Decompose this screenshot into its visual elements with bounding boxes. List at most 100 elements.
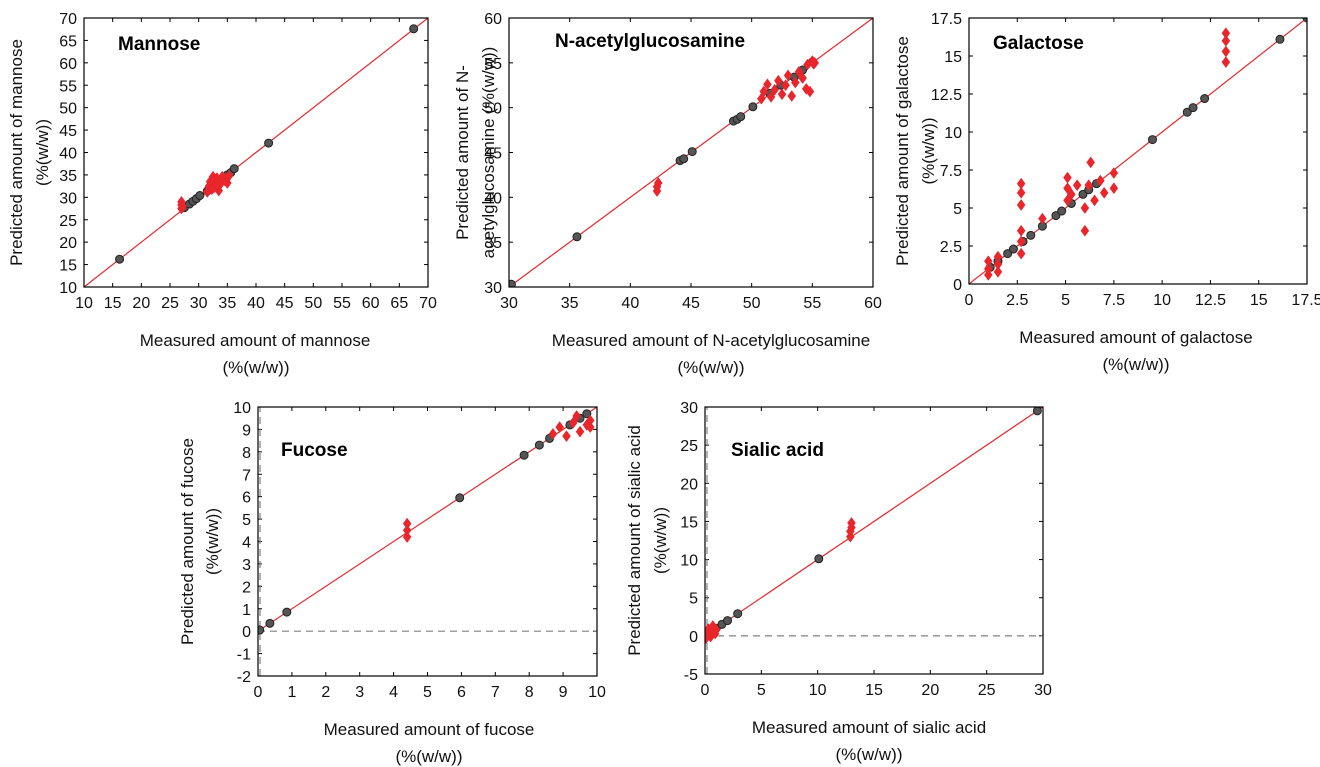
measured-point: [1057, 206, 1067, 216]
predicted-point: [1084, 179, 1094, 192]
measured-point: [814, 554, 824, 564]
predicted-point: [548, 427, 558, 440]
y-tick-label: 10: [233, 400, 251, 417]
measured-point: [1182, 107, 1192, 117]
y-tick-label: 0: [953, 277, 962, 294]
x-tick-label: 0: [254, 684, 263, 701]
predicted-point: [653, 177, 663, 189]
x-tick-label: 7.5: [1103, 292, 1125, 309]
measured-point: [258, 625, 265, 635]
panel-title: Galactose: [993, 33, 1084, 54]
y-tick-label: 3: [242, 557, 251, 574]
x-tick-label: 9: [559, 684, 568, 701]
predicted-point: [1221, 27, 1231, 40]
predicted-point: [575, 425, 585, 438]
y-axis-label: Predicted amount of galactose: [893, 36, 912, 266]
y-tick-label: 40: [484, 190, 502, 207]
predicted-point: [1109, 182, 1119, 195]
x-axis-unit: (%(w/w)): [222, 358, 289, 377]
y-tick-label: 4: [242, 535, 251, 552]
y-axis-label: Predicted amount of mannose: [7, 39, 26, 266]
y-tick-label: 45: [484, 146, 502, 163]
plot-area: [509, 18, 873, 287]
x-tick-label: 40: [247, 295, 265, 312]
y-tick-label: 30: [680, 400, 698, 417]
y-tick-label: 1: [242, 602, 251, 619]
predicted-point: [402, 531, 412, 543]
y-tick-label: 50: [59, 101, 77, 118]
y-tick-label: 8: [242, 445, 251, 462]
predicted-point: [1080, 202, 1090, 214]
measured-point: [519, 450, 529, 460]
predicted-point: [770, 83, 780, 96]
predicted-point: [984, 255, 993, 268]
x-tick-label: 6: [457, 684, 466, 701]
identity-line: [84, 18, 428, 287]
x-tick-label: 20: [132, 295, 150, 312]
predicted-point: [1086, 156, 1095, 169]
plot-area: [705, 407, 1043, 674]
x-tick-label: 45: [682, 295, 700, 312]
measured-point: [1032, 407, 1042, 416]
predicted-point: [562, 430, 571, 443]
chart-panel-2: 30 35 40 45 50 55 60 30 35 40 45 50 55 60 N-acetylgluc…: [453, 11, 882, 377]
plot-frame: [704, 406, 1044, 675]
predicted-point: [402, 517, 412, 530]
x-tick-label: 55: [803, 295, 821, 312]
predicted-point: [208, 170, 218, 183]
predicted-point: [1016, 186, 1026, 199]
predicted-point: [791, 76, 800, 89]
predicted-point: [787, 90, 797, 102]
x-tick-label: 15: [865, 682, 883, 699]
y-tick-label: 30: [484, 280, 502, 297]
y-tick-label: 65: [59, 33, 77, 50]
y-tick-label: 6: [242, 490, 251, 507]
x-tick-label: 10: [809, 682, 827, 699]
measured-point: [1026, 230, 1036, 240]
y-axis-unit: (%(w/w)): [33, 119, 52, 186]
chart-panel-1: 10 15 20 25 30 35 40 45 50 55 60 65 70 10 15 20 25 30 35 40…: [7, 11, 437, 377]
measured-point: [455, 493, 465, 503]
x-tick-label: 65: [390, 295, 408, 312]
plot-area: [84, 18, 428, 287]
measured-point: [264, 138, 274, 148]
predicted-point: [585, 421, 595, 434]
x-axis-unit: (%(w/w)): [677, 358, 744, 377]
predicted-point: [1221, 56, 1231, 69]
x-tick-label: 20: [921, 682, 939, 699]
x-tick-label: 30: [190, 295, 208, 312]
y-tick-label: 15: [59, 258, 77, 275]
y-axis-unit: (%(w/w)): [919, 117, 938, 184]
y-tick-label: 9: [242, 422, 251, 439]
predicted-point: [1016, 199, 1026, 211]
y-tick-label: -5: [684, 667, 698, 684]
measured-point: [748, 102, 758, 112]
y-tick-label: 7: [242, 467, 251, 484]
predicted-point: [810, 56, 820, 69]
predicted-point: [1099, 186, 1109, 199]
y-tick-label: 25: [59, 213, 77, 230]
plot-frame: [257, 406, 598, 677]
measured-point: [733, 609, 743, 619]
x-axis-label: Measured amount of mannose: [140, 331, 371, 350]
plot-frame: [968, 17, 1308, 285]
predicted-point: [984, 262, 993, 275]
x-tick-label: 50: [743, 295, 761, 312]
x-tick-label: 17.5: [1291, 292, 1320, 309]
panel-title: Fucose: [281, 440, 348, 461]
x-tick-label: 30: [1034, 682, 1052, 699]
predicted-point: [984, 268, 993, 281]
y-tick-label: 60: [59, 56, 77, 73]
predicted-point: [1016, 247, 1026, 260]
measured-point: [195, 191, 205, 201]
measured-point: [1275, 34, 1285, 44]
measured-point: [115, 254, 125, 264]
x-axis-unit: (%(w/w)): [395, 747, 462, 766]
y-tick-label: 70: [59, 11, 77, 28]
chart-panel-3: 0 2.5 5 7.5 10 12.5 15 17.5 0 2.5 5 7.5 10 12.5 15 17.5…: [893, 11, 1320, 374]
x-tick-label: 10: [1153, 292, 1171, 309]
plot-frame: [83, 17, 429, 288]
x-tick-label: 5: [757, 682, 766, 699]
predicted-point: [555, 421, 565, 434]
